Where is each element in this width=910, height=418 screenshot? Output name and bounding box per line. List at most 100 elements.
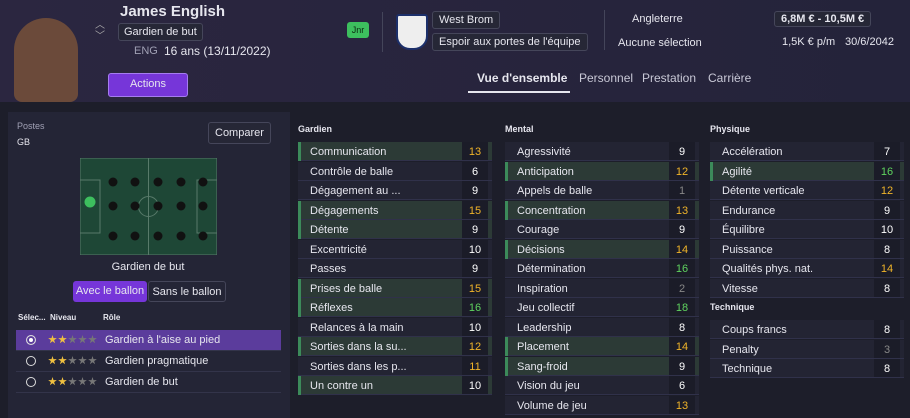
role-row[interactable] — [16, 330, 281, 351]
nav-arrows[interactable]: ︿ ﹀ — [95, 20, 105, 42]
attribute-row[interactable] — [710, 220, 904, 239]
attribute-row[interactable] — [298, 142, 492, 161]
value-cell — [669, 161, 695, 180]
position-dot[interactable] — [84, 196, 96, 208]
compare-button[interactable]: Comparer — [208, 122, 271, 144]
attribute-row[interactable] — [298, 239, 492, 259]
attribute-row[interactable] — [298, 259, 492, 278]
attribute-row[interactable] — [505, 259, 699, 278]
position-dot[interactable] — [108, 201, 118, 211]
value-cell — [462, 259, 488, 277]
attribute-row[interactable] — [710, 359, 904, 378]
attribute-value: 9 — [471, 263, 479, 275]
attribute-name: Puissance — [722, 243, 773, 256]
attribute-name: Leadership — [517, 321, 572, 334]
attribute-value: 15 — [468, 204, 482, 217]
role-name: Gardien de but — [105, 376, 178, 388]
attribute-row[interactable] — [505, 298, 699, 317]
radio[interactable] — [26, 356, 36, 366]
attribute-row[interactable] — [710, 142, 904, 161]
attribute-row[interactable] — [298, 337, 492, 356]
value-cell — [669, 220, 695, 238]
attribute-row[interactable] — [710, 239, 904, 259]
tab[interactable]: Prestation — [642, 71, 697, 85]
attribute-row[interactable] — [710, 161, 904, 181]
attribute-value: 7 — [883, 146, 891, 158]
position-dot[interactable] — [130, 201, 140, 211]
attribute-row[interactable] — [505, 376, 699, 395]
role-row[interactable] — [16, 351, 281, 372]
position-dot[interactable] — [130, 177, 140, 187]
attribute-row[interactable] — [298, 356, 492, 376]
attribute-row[interactable] — [505, 220, 699, 239]
position-dot[interactable] — [198, 231, 208, 241]
section-title: Gardien — [298, 124, 333, 134]
attribute-row[interactable] — [505, 317, 699, 337]
key-marker — [298, 278, 301, 298]
attribute-value: 13 — [468, 146, 482, 158]
attribute-row[interactable] — [710, 320, 904, 339]
tab[interactable]: Personnel — [579, 71, 634, 85]
attribute-row[interactable] — [298, 220, 492, 239]
radio[interactable] — [26, 335, 36, 345]
club-crest[interactable] — [396, 14, 428, 50]
attribute-row[interactable] — [710, 339, 904, 359]
position-dot[interactable] — [108, 231, 118, 241]
attribute-row[interactable] — [298, 181, 492, 200]
position-dot[interactable] — [198, 177, 208, 187]
attribute-value: 12 — [468, 341, 482, 353]
attribute-row[interactable] — [298, 376, 492, 395]
attribute-row[interactable] — [298, 298, 492, 317]
attribute-value: 16 — [675, 263, 689, 275]
attribute-row[interactable] — [298, 161, 492, 181]
attribute-row[interactable] — [298, 278, 492, 298]
col-header: Sélec... — [18, 313, 46, 322]
attribute-row[interactable] — [298, 317, 492, 337]
attribute-row[interactable] — [505, 200, 699, 220]
attribute-row[interactable] — [505, 395, 699, 415]
attribute-row[interactable] — [298, 200, 492, 220]
attribute-row[interactable] — [505, 181, 699, 200]
toggle-with-ball[interactable]: Avec le ballon — [73, 281, 147, 302]
position-dot[interactable] — [108, 177, 118, 187]
key-marker — [505, 161, 508, 181]
position-dot[interactable] — [198, 201, 208, 211]
position-dot[interactable] — [176, 177, 186, 187]
attribute-name: Appels de balle — [517, 185, 593, 197]
attribute-value: 9 — [678, 224, 686, 236]
position-dot[interactable] — [153, 201, 163, 211]
star — [58, 335, 67, 344]
position-dot[interactable] — [130, 231, 140, 241]
position-dot[interactable] — [176, 201, 186, 211]
radio[interactable] — [26, 377, 36, 387]
value-cell — [669, 298, 695, 316]
attribute-value: 3 — [883, 343, 891, 356]
position-dot[interactable] — [176, 231, 186, 241]
attribute-row[interactable] — [710, 278, 904, 298]
attribute-row[interactable] — [505, 142, 699, 161]
attribute-row[interactable] — [710, 200, 904, 220]
value-cell — [462, 142, 488, 160]
toggle-without-ball[interactable]: Sans le ballon — [148, 281, 226, 302]
attribute-row[interactable] — [505, 356, 699, 376]
attribute-row[interactable] — [710, 181, 904, 200]
attribute-value: 14 — [675, 243, 689, 256]
attribute-row[interactable] — [505, 161, 699, 181]
club-name[interactable]: West Brom — [432, 11, 501, 29]
attribute-row[interactable] — [505, 239, 699, 259]
star — [58, 356, 67, 365]
tab[interactable]: Carrière — [708, 71, 752, 85]
attribute-row[interactable] — [505, 278, 699, 298]
position-dot[interactable] — [153, 177, 163, 187]
position-dot[interactable] — [153, 231, 163, 241]
tab[interactable]: Vue d'ensemble — [477, 71, 568, 85]
actions-button[interactable]: Actions — [108, 73, 188, 97]
country[interactable]: Angleterre — [632, 13, 683, 25]
attribute-row[interactable] — [710, 259, 904, 278]
attribute-name: Inspiration — [517, 282, 568, 295]
attribute-value: 10 — [468, 321, 482, 334]
value-cell — [874, 339, 900, 358]
attribute-row[interactable] — [505, 337, 699, 356]
role-row[interactable] — [16, 372, 281, 393]
attribute-name: Qualités phys. nat. — [722, 263, 814, 275]
